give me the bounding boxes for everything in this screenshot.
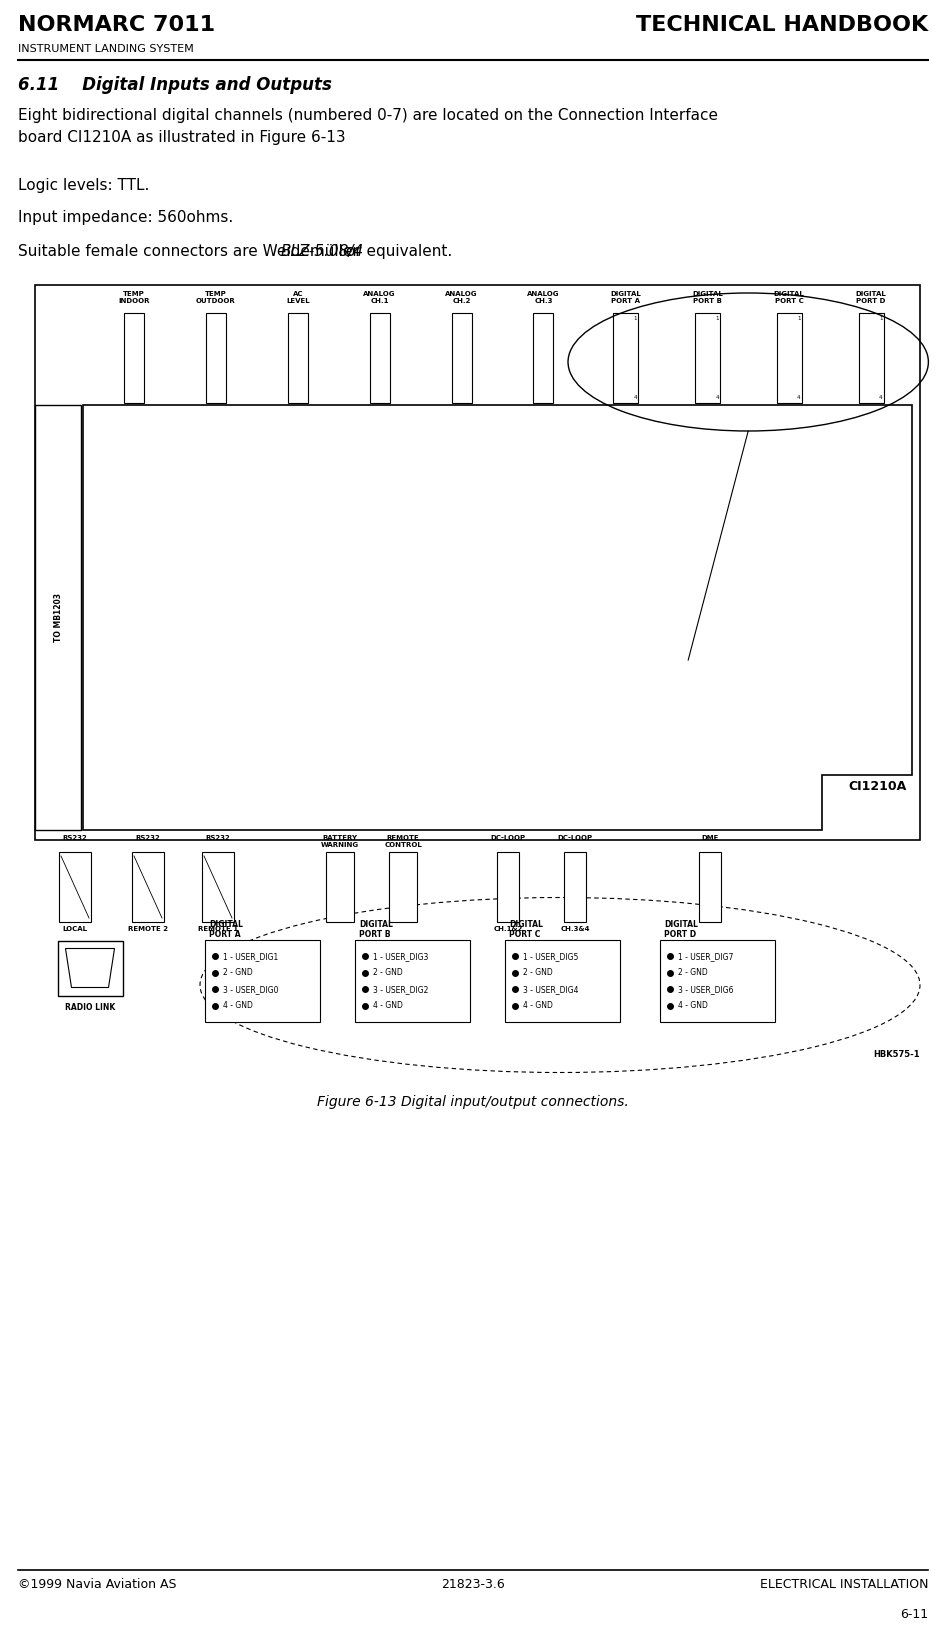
Text: RS232: RS232 (135, 836, 161, 840)
Text: TECHNICAL HANDBOOK: TECHNICAL HANDBOOK (636, 15, 928, 34)
Text: 1: 1 (879, 317, 883, 322)
Bar (777, 313, 801, 403)
Text: 2 - GND: 2 - GND (678, 968, 708, 978)
Bar (534, 313, 553, 403)
Text: CH.3&4: CH.3&4 (560, 925, 589, 932)
Text: DIGITAL
PORT C: DIGITAL PORT C (509, 920, 543, 940)
Text: BATTERY
WARNING: BATTERY WARNING (321, 836, 359, 849)
Text: NORMARC 7011: NORMARC 7011 (18, 15, 215, 34)
Text: DIGITAL
PORT A: DIGITAL PORT A (610, 290, 640, 304)
Text: or equivalent.: or equivalent. (342, 245, 452, 259)
Bar (613, 313, 638, 403)
Text: 21823-3.6: 21823-3.6 (441, 1578, 505, 1591)
Text: Eight bidirectional digital channels (numbered 0-7) are located on the Connectio: Eight bidirectional digital channels (nu… (18, 108, 718, 145)
Text: 3 - USER_DIG0: 3 - USER_DIG0 (223, 984, 278, 994)
Text: HBK575-1: HBK575-1 (873, 1049, 920, 1059)
Text: TEMP
INDOOR: TEMP INDOOR (118, 290, 149, 304)
Text: DC-LOOP: DC-LOOP (490, 836, 526, 840)
Text: TO MB1203: TO MB1203 (54, 592, 62, 641)
Text: 4 - GND: 4 - GND (523, 1000, 552, 1010)
Bar (497, 852, 519, 922)
Bar (202, 852, 234, 922)
Text: DC-LOOP: DC-LOOP (557, 836, 592, 840)
Polygon shape (65, 948, 114, 987)
Bar (206, 313, 226, 403)
Bar (389, 852, 417, 922)
Text: 6-11: 6-11 (900, 1608, 928, 1621)
Text: ANALOG
CH.3: ANALOG CH.3 (527, 290, 560, 304)
Text: 4 - GND: 4 - GND (373, 1000, 403, 1010)
Text: DIGITAL
PORT B: DIGITAL PORT B (692, 290, 723, 304)
Bar (326, 852, 354, 922)
Text: RS232: RS232 (205, 836, 231, 840)
Text: 1: 1 (715, 317, 719, 322)
Bar (859, 313, 884, 403)
Text: 4: 4 (634, 395, 637, 400)
Text: DIGITAL
PORT D: DIGITAL PORT D (856, 290, 886, 304)
Text: Figure 6-13 Digital input/output connections.: Figure 6-13 Digital input/output connect… (317, 1095, 629, 1110)
Text: 4: 4 (797, 395, 800, 400)
Bar (58, 940, 122, 996)
Text: 4 - GND: 4 - GND (678, 1000, 708, 1010)
Text: LOCAL: LOCAL (62, 925, 87, 932)
Bar (694, 313, 720, 403)
Text: REMOTE 1: REMOTE 1 (198, 925, 238, 932)
Bar (205, 940, 320, 1022)
Text: ANALOG
CH.1: ANALOG CH.1 (363, 290, 395, 304)
Text: 4: 4 (715, 395, 719, 400)
Bar (124, 313, 144, 403)
Text: CI1210A: CI1210A (849, 780, 907, 793)
Text: DIGITAL
PORT D: DIGITAL PORT D (664, 920, 698, 940)
Text: 1 - USER_DIG3: 1 - USER_DIG3 (373, 951, 429, 961)
Text: RADIO LINK: RADIO LINK (65, 1004, 115, 1012)
Text: Suitable female connectors are Weidemüller: Suitable female connectors are Weidemüll… (18, 245, 363, 259)
Text: 1: 1 (797, 317, 800, 322)
Text: 3 - USER_DIG2: 3 - USER_DIG2 (373, 984, 429, 994)
Text: DIGITAL
PORT C: DIGITAL PORT C (774, 290, 804, 304)
Text: Input impedance: 560ohms.: Input impedance: 560ohms. (18, 211, 234, 225)
Bar (59, 852, 91, 922)
Text: 1 - USER_DIG5: 1 - USER_DIG5 (523, 951, 578, 961)
Bar (505, 940, 620, 1022)
Polygon shape (83, 405, 912, 831)
Text: ANALOG
CH.2: ANALOG CH.2 (446, 290, 478, 304)
Text: AC
LEVEL: AC LEVEL (286, 290, 309, 304)
Bar (451, 313, 471, 403)
Bar (35, 286, 920, 840)
Text: 3 - USER_DIG6: 3 - USER_DIG6 (678, 984, 733, 994)
Bar (355, 940, 470, 1022)
Text: 1 - USER_DIG1: 1 - USER_DIG1 (223, 951, 278, 961)
Text: ELECTRICAL INSTALLATION: ELECTRICAL INSTALLATION (760, 1578, 928, 1591)
Text: CH.1&2: CH.1&2 (494, 925, 522, 932)
Text: ©1999 Navia Aviation AS: ©1999 Navia Aviation AS (18, 1578, 177, 1591)
Text: 2 - GND: 2 - GND (223, 968, 253, 978)
Text: 2 - GND: 2 - GND (373, 968, 403, 978)
Text: TEMP
OUTDOOR: TEMP OUTDOOR (196, 290, 236, 304)
Bar (370, 313, 390, 403)
Text: DIGITAL
PORT A: DIGITAL PORT A (209, 920, 243, 940)
Text: BLZ-5.08/4: BLZ-5.08/4 (280, 245, 363, 259)
Text: REMOTE 2: REMOTE 2 (128, 925, 168, 932)
Text: 6.11    Digital Inputs and Outputs: 6.11 Digital Inputs and Outputs (18, 77, 332, 95)
Bar (132, 852, 164, 922)
Text: DME: DME (701, 836, 719, 840)
Text: 3 - USER_DIG4: 3 - USER_DIG4 (523, 984, 579, 994)
Text: RS232: RS232 (62, 836, 87, 840)
Bar (660, 940, 775, 1022)
Bar (699, 852, 721, 922)
Text: 4 - GND: 4 - GND (223, 1000, 253, 1010)
Bar (564, 852, 586, 922)
Text: Logic levels: TTL.: Logic levels: TTL. (18, 178, 149, 193)
Bar (288, 313, 307, 403)
Text: 4: 4 (879, 395, 883, 400)
Text: 1 - USER_DIG7: 1 - USER_DIG7 (678, 951, 733, 961)
Bar (35, 405, 81, 831)
Text: INSTRUMENT LANDING SYSTEM: INSTRUMENT LANDING SYSTEM (18, 44, 194, 54)
Text: REMOTE
CONTROL: REMOTE CONTROL (384, 836, 422, 849)
Text: 2 - GND: 2 - GND (523, 968, 552, 978)
Text: 1: 1 (634, 317, 637, 322)
Text: DIGITAL
PORT B: DIGITAL PORT B (359, 920, 393, 940)
